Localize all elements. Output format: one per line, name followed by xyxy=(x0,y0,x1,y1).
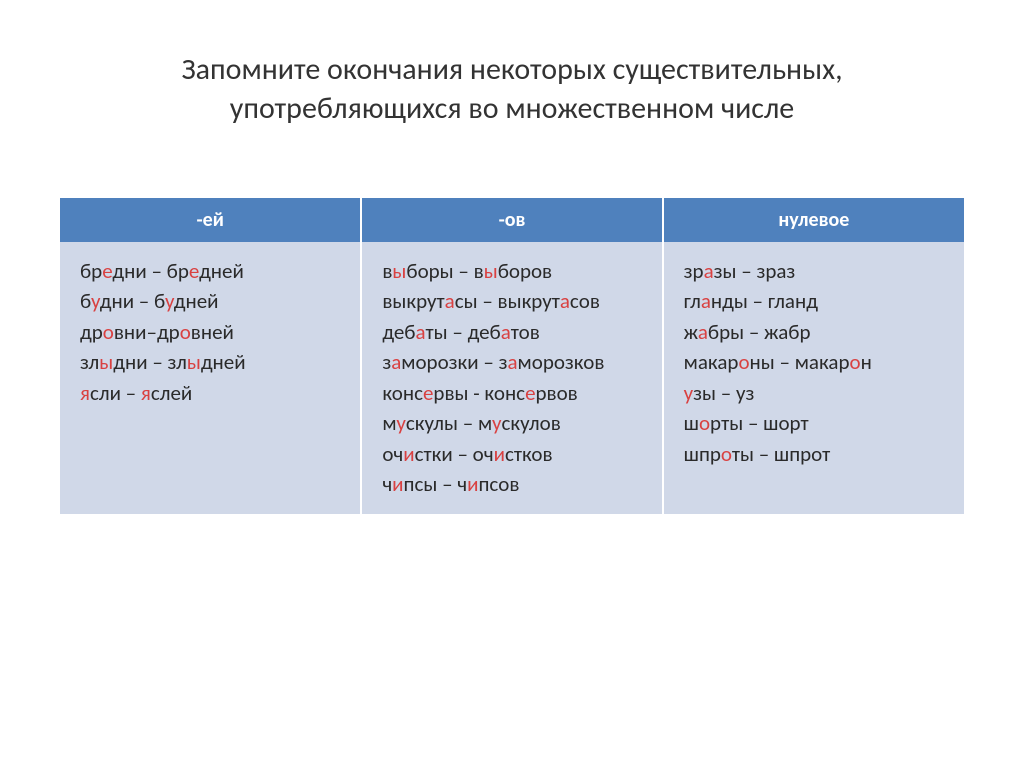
word-fragment: псов xyxy=(479,471,520,497)
word-fragment: бр xyxy=(80,258,102,284)
stressed-vowel: а xyxy=(445,288,455,314)
stressed-vowel: а xyxy=(701,288,711,314)
word-fragment: дни – зл xyxy=(113,349,187,375)
stressed-vowel: о xyxy=(699,410,710,436)
word-fragment: стков xyxy=(505,441,553,467)
word-fragment: зы – уз xyxy=(693,380,754,406)
stressed-vowel: а xyxy=(501,319,511,345)
cell-ov: выборы – выбороввыкрутасы – выкрутасовде… xyxy=(361,242,662,514)
word-fragment: м xyxy=(382,410,396,436)
col-header-null: нулевое xyxy=(663,198,964,242)
stressed-vowel: я xyxy=(80,380,90,406)
word-fragment: дней xyxy=(201,349,246,375)
stressed-vowel: и xyxy=(392,471,403,497)
word-fragment: рвы - конс xyxy=(433,380,525,406)
word-fragment: макар xyxy=(684,349,739,375)
stressed-vowel: о xyxy=(850,349,861,375)
stressed-vowel: у xyxy=(396,410,405,436)
word-fragment: псы – ч xyxy=(404,471,468,497)
word-fragment: вни–др xyxy=(114,319,180,345)
endings-table: -ей -ов нулевое бредни – бреднейбудни – … xyxy=(60,198,964,514)
word-fragment: ч xyxy=(382,471,392,497)
word-fragment: дни – бр xyxy=(112,258,188,284)
word-fragment: ты – шпрот xyxy=(732,441,830,467)
word-fragment: выкрут xyxy=(382,288,444,314)
word-fragment: ны – макар xyxy=(750,349,850,375)
stressed-vowel: о xyxy=(180,319,191,345)
stressed-vowel: у xyxy=(684,380,694,406)
stressed-vowel: ы xyxy=(392,258,406,284)
stressed-vowel: и xyxy=(467,471,478,497)
word-fragment: боры – в xyxy=(406,258,483,284)
word-fragment: дней xyxy=(174,288,219,314)
stressed-vowel: а xyxy=(416,319,426,345)
cell-null: зразы – зразгланды – гланджабры – жабрма… xyxy=(663,242,964,514)
stressed-vowel: ы xyxy=(187,349,201,375)
stressed-vowel: и xyxy=(494,441,505,467)
table-body-row: бредни – бреднейбудни – буднейдровни–дро… xyxy=(60,242,964,514)
word-fragment: вней xyxy=(191,319,234,345)
word-fragment: дней xyxy=(199,258,244,284)
word-fragment: з xyxy=(382,349,391,375)
word-fragment: сов xyxy=(570,288,600,314)
word-fragment: скулов xyxy=(501,410,560,436)
stressed-vowel: е xyxy=(423,380,433,406)
stressed-vowel: у xyxy=(165,288,174,314)
col-header-ej: -ей xyxy=(60,198,361,242)
word-fragment: бры – жабр xyxy=(708,319,811,345)
word-fragment: тов xyxy=(511,319,540,345)
word-fragment: рвов xyxy=(536,380,578,406)
word-fragment: морозки – з xyxy=(401,349,507,375)
title-line-2: употребляющихся во множественном числе xyxy=(230,90,794,127)
word-fragment: в xyxy=(382,258,392,284)
word-fragment: конс xyxy=(382,380,423,406)
stressed-vowel: ы xyxy=(484,258,498,284)
word-fragment: морозков xyxy=(518,349,605,375)
cell-ej: бредни – бреднейбудни – буднейдровни–дро… xyxy=(60,242,361,514)
word-fragment: ты – деб xyxy=(426,319,501,345)
stressed-vowel: я xyxy=(141,380,151,406)
word-fragment: скулы – м xyxy=(406,410,492,436)
table-header-row: -ей -ов нулевое xyxy=(60,198,964,242)
word-fragment: гл xyxy=(684,288,701,314)
word-fragment: стки – оч xyxy=(415,441,494,467)
word-fragment: боров xyxy=(498,258,552,284)
word-fragment: зл xyxy=(80,349,99,375)
stressed-vowel: о xyxy=(738,349,749,375)
stressed-vowel: о xyxy=(721,441,732,467)
stressed-vowel: е xyxy=(525,380,535,406)
stressed-vowel: е xyxy=(102,258,112,284)
word-fragment: сы – выкрут xyxy=(455,288,560,314)
word-fragment: нды – гланд xyxy=(711,288,818,314)
word-fragment: др xyxy=(80,319,103,345)
word-fragment: н xyxy=(861,349,872,375)
stressed-vowel: о xyxy=(103,319,114,345)
stressed-vowel: а xyxy=(391,349,401,375)
word-fragment: б xyxy=(80,288,91,314)
stressed-vowel: а xyxy=(704,258,714,284)
word-fragment: ш xyxy=(684,410,699,436)
stressed-vowel: а xyxy=(560,288,570,314)
stressed-vowel: а xyxy=(507,349,517,375)
col-header-ov: -ов xyxy=(361,198,662,242)
word-fragment: оч xyxy=(382,441,403,467)
slide-title: Запомните окончания некоторых существите… xyxy=(60,50,964,128)
stressed-vowel: у xyxy=(91,288,100,314)
word-fragment: сли – xyxy=(90,380,141,406)
slide: Запомните окончания некоторых существите… xyxy=(0,0,1024,767)
word-fragment: ж xyxy=(684,319,698,345)
title-line-1: Запомните окончания некоторых существите… xyxy=(181,51,842,88)
word-fragment: дни – б xyxy=(100,288,165,314)
word-fragment: зы – зраз xyxy=(714,258,796,284)
stressed-vowel: е xyxy=(189,258,199,284)
word-fragment: шпр xyxy=(684,441,721,467)
stressed-vowel: и xyxy=(403,441,414,467)
word-fragment: слей xyxy=(151,380,192,406)
word-fragment: деб xyxy=(382,319,415,345)
stressed-vowel: а xyxy=(698,319,708,345)
word-fragment: рты – шорт xyxy=(710,410,809,436)
word-fragment: зр xyxy=(684,258,704,284)
stressed-vowel: ы xyxy=(99,349,113,375)
